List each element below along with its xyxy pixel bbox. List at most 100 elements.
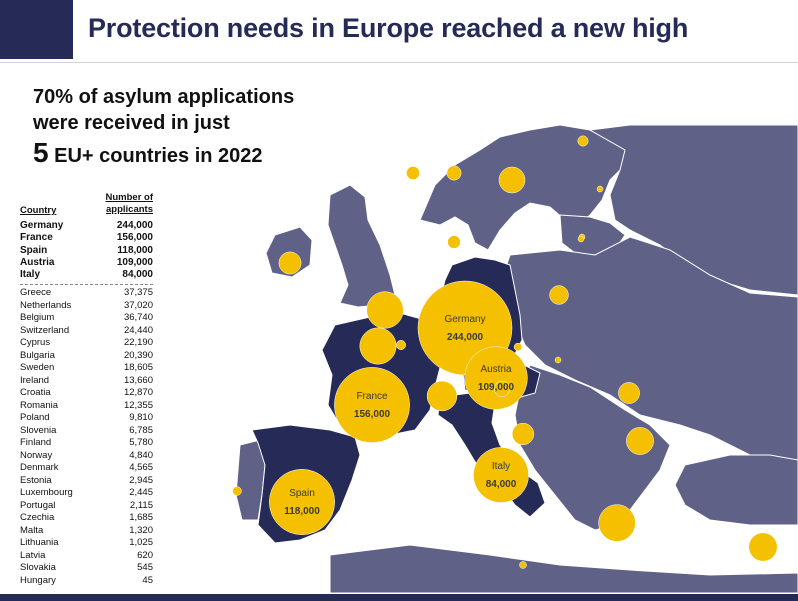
applicant-count: 36,740	[123, 312, 153, 324]
applicant-count: 12,870	[123, 387, 153, 399]
applicant-count: 37,020	[123, 299, 153, 311]
country-name: Estonia	[20, 474, 52, 486]
table-row: Portugal 2,115	[20, 500, 153, 513]
table-row: Bulgaria 20,390	[20, 350, 153, 363]
table-row: Sweden 18,605	[20, 362, 153, 375]
table-row: Luxembourg 2,445	[20, 487, 153, 500]
table-row: Ireland 13,660	[20, 375, 153, 388]
applicant-count: 45	[142, 574, 153, 586]
country-name: Denmark	[20, 462, 59, 474]
country-name: Spain	[20, 244, 48, 256]
bubble-label-value: 244,000	[447, 332, 484, 343]
applicant-count: 118,000	[117, 244, 153, 256]
country-name: Italy	[20, 269, 41, 281]
bubble-norway	[406, 166, 420, 180]
country-name: Sweden	[20, 362, 55, 374]
headline-line-3: EU+ countries in 2022	[48, 145, 263, 167]
applicant-count: 84,000	[122, 269, 153, 281]
table-row: Slovenia 6,785	[20, 425, 153, 438]
uk-shape	[327, 184, 396, 308]
country-name: Czechia	[20, 512, 55, 524]
bubble-switzerland	[426, 380, 458, 412]
footer-bar	[0, 594, 798, 601]
bubble-italy	[473, 447, 529, 503]
table-row: Denmark 4,565	[20, 462, 153, 475]
bubble-label-country: Italy	[492, 461, 510, 472]
bubble-denmark	[447, 235, 461, 249]
table-row: Germany 244,000	[20, 220, 153, 232]
applicant-count: 37,375	[123, 287, 153, 299]
title-accent-block	[0, 0, 73, 59]
applicant-count: 2,445	[129, 487, 153, 499]
table-row: France 156,000	[20, 232, 153, 244]
applicant-count: 1,320	[129, 524, 153, 536]
bubble-hungary	[554, 356, 562, 364]
table-row: Austria 109,000	[20, 257, 153, 269]
table-row: Belgium 36,740	[20, 312, 153, 325]
applicant-count: 22,190	[123, 337, 153, 349]
bubble-portugal	[232, 486, 242, 496]
applicants-header-line-1: Number of	[105, 192, 154, 203]
applicant-count: 4,565	[129, 462, 153, 474]
applicant-count: 620	[137, 549, 153, 561]
country-name: Belgium	[20, 312, 55, 324]
bubble-poland	[549, 285, 569, 305]
bubble-malta	[519, 561, 527, 569]
country-name: Slovenia	[20, 424, 57, 436]
north-africa-shape	[329, 544, 798, 593]
applicant-count: 9,810	[129, 412, 153, 424]
country-name: Cyprus	[20, 337, 51, 349]
country-name: France	[20, 232, 53, 244]
bubble-lithuania	[596, 185, 604, 193]
country-name: Portugal	[20, 499, 56, 511]
bubble-label-country: Spain	[289, 488, 315, 499]
applicant-count: 545	[137, 562, 153, 574]
table-row: Lithuania 1,025	[20, 537, 153, 550]
table-row: Spain 118,000	[20, 245, 153, 257]
other-rows: Greece 37,375 Netherlands 37,020 Belgium 36,7…	[20, 287, 153, 587]
turkey-shape	[674, 454, 798, 526]
applicant-count: 20,390	[123, 349, 153, 361]
applicant-count: 12,355	[123, 399, 153, 411]
applicant-count: 2,945	[129, 474, 153, 486]
country-name: Norway	[20, 449, 53, 461]
table-row: Slovakia 545	[20, 562, 153, 575]
country-name: Lithuania	[20, 537, 59, 549]
bubble-belgium	[359, 327, 397, 365]
country-column-header: Country	[20, 205, 57, 216]
europe-map: Germany 244,000 France 156,000 Spain 118,000 A…	[232, 125, 798, 593]
table-row: Croatia 12,870	[20, 387, 153, 400]
country-name: Ireland	[20, 374, 50, 386]
applicant-count: 13,660	[123, 374, 153, 386]
bubble-romania	[618, 382, 640, 404]
country-name: Netherlands	[20, 299, 72, 311]
table-row: Latvia 620	[20, 550, 153, 563]
bubble-austria	[464, 346, 528, 410]
bubble-slovakia	[577, 235, 585, 243]
bubble-cyprus	[748, 532, 778, 562]
bubble-greece	[598, 504, 636, 542]
bubble-spain	[269, 469, 335, 535]
applicant-count: 5,780	[129, 437, 153, 449]
bubble-finland	[446, 165, 462, 181]
table-row: Italy 84,000	[20, 269, 153, 281]
headline-line-1: 70% of asylum applications	[33, 86, 295, 108]
table-row: Romania 12,355	[20, 400, 153, 413]
applicants-column-header: Number of applicants	[106, 192, 154, 216]
table-row: Switzerland 24,440	[20, 325, 153, 338]
country-name: Slovakia	[20, 562, 56, 574]
country-name: Austria	[20, 256, 55, 268]
bubble-czechia	[513, 342, 523, 352]
country-name: Hungary	[20, 574, 56, 586]
applicant-count: 6,785	[129, 424, 153, 436]
table-row: Czechia 1,685	[20, 512, 153, 525]
country-name: Croatia	[20, 387, 51, 399]
country-name: Greece	[20, 287, 52, 299]
headline-line-3-wrap: 5 EU+ countries in 2022	[33, 137, 294, 169]
bubble-label-country: Germany	[444, 314, 485, 325]
headline-big-number: 5	[33, 137, 49, 168]
bubble-estonia	[577, 135, 589, 147]
table-row: Norway 4,840	[20, 450, 153, 463]
top5-rows: Germany 244,000 France 156,000 Spain 118,000 A…	[20, 220, 153, 281]
country-name: Poland	[20, 412, 50, 424]
